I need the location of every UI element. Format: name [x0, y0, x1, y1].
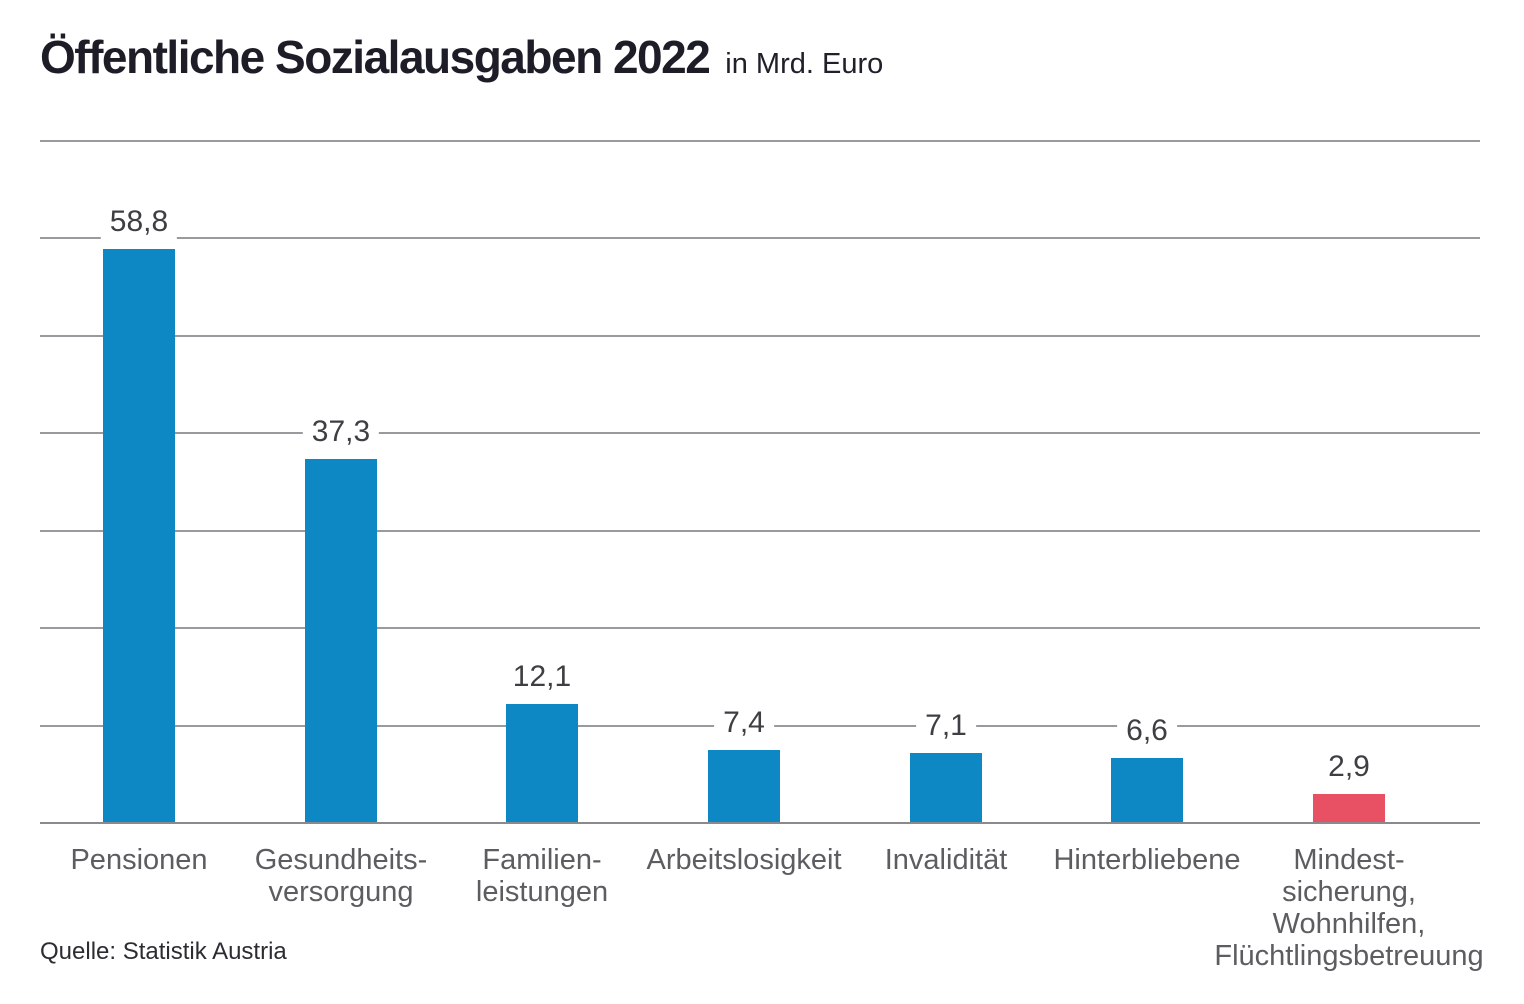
chart-subtitle: in Mrd. Euro	[725, 48, 884, 80]
category-line: sicherung,	[1282, 876, 1416, 908]
category-line: Hinterbliebene	[1053, 844, 1241, 876]
bar-1	[103, 249, 175, 822]
value-label-1: 58,8	[100, 205, 178, 239]
gridline-60	[40, 237, 1480, 239]
chart-title: Öffentliche Sozialausgaben 2022	[40, 31, 711, 83]
category-label-2: Gesundheits-versorgung	[255, 844, 428, 908]
gridline-20	[40, 627, 1480, 629]
bar-5	[910, 753, 982, 822]
category-label-1: Pensionen	[70, 844, 207, 876]
category-line: leistungen	[475, 876, 609, 908]
source-note: Quelle: Statistik Austria	[40, 938, 287, 965]
bar-4	[708, 750, 780, 822]
value-label-6: 6,6	[1117, 714, 1177, 748]
category-line: Pensionen	[70, 844, 208, 876]
category-line: Familien-	[482, 844, 602, 876]
category-label-3: Familien-leistungen	[476, 844, 608, 908]
category-line: Wohnhilfen,	[1272, 908, 1426, 940]
value-label-7: 2,9	[1319, 750, 1379, 784]
category-label-4: Arbeitslosigkeit	[646, 844, 841, 876]
gridline-30	[40, 530, 1480, 532]
category-label-6: Hinterbliebene	[1053, 844, 1240, 876]
value-label-5: 7,1	[916, 709, 976, 743]
bar-7	[1313, 794, 1385, 822]
category-line: Mindest-	[1293, 844, 1405, 876]
gridline-40	[40, 432, 1480, 434]
value-label-4: 7,4	[714, 706, 774, 740]
value-label-3: 12,1	[503, 660, 581, 694]
bar-6	[1111, 758, 1183, 822]
x-axis-line	[40, 822, 1480, 824]
category-line: versorgung	[268, 876, 414, 908]
category-line: Invalidität	[884, 844, 1008, 876]
gridline-50	[40, 335, 1480, 337]
bar-2	[305, 459, 377, 822]
category-label-5: Invalidität	[885, 844, 1008, 876]
category-line: Gesundheits-	[254, 844, 428, 876]
chart-header: Öffentliche Sozialausgaben 2022 in Mrd. …	[40, 30, 883, 84]
gridline-70	[40, 140, 1480, 142]
value-label-2: 37,3	[302, 415, 380, 449]
bar-3	[506, 704, 578, 822]
category-line: Flüchtlingsbetreuung	[1214, 940, 1484, 972]
category-line: Arbeitslosigkeit	[646, 844, 842, 876]
category-label-7: Mindest-sicherung, Wohnhilfen, Flüchtlings…	[1214, 844, 1483, 972]
